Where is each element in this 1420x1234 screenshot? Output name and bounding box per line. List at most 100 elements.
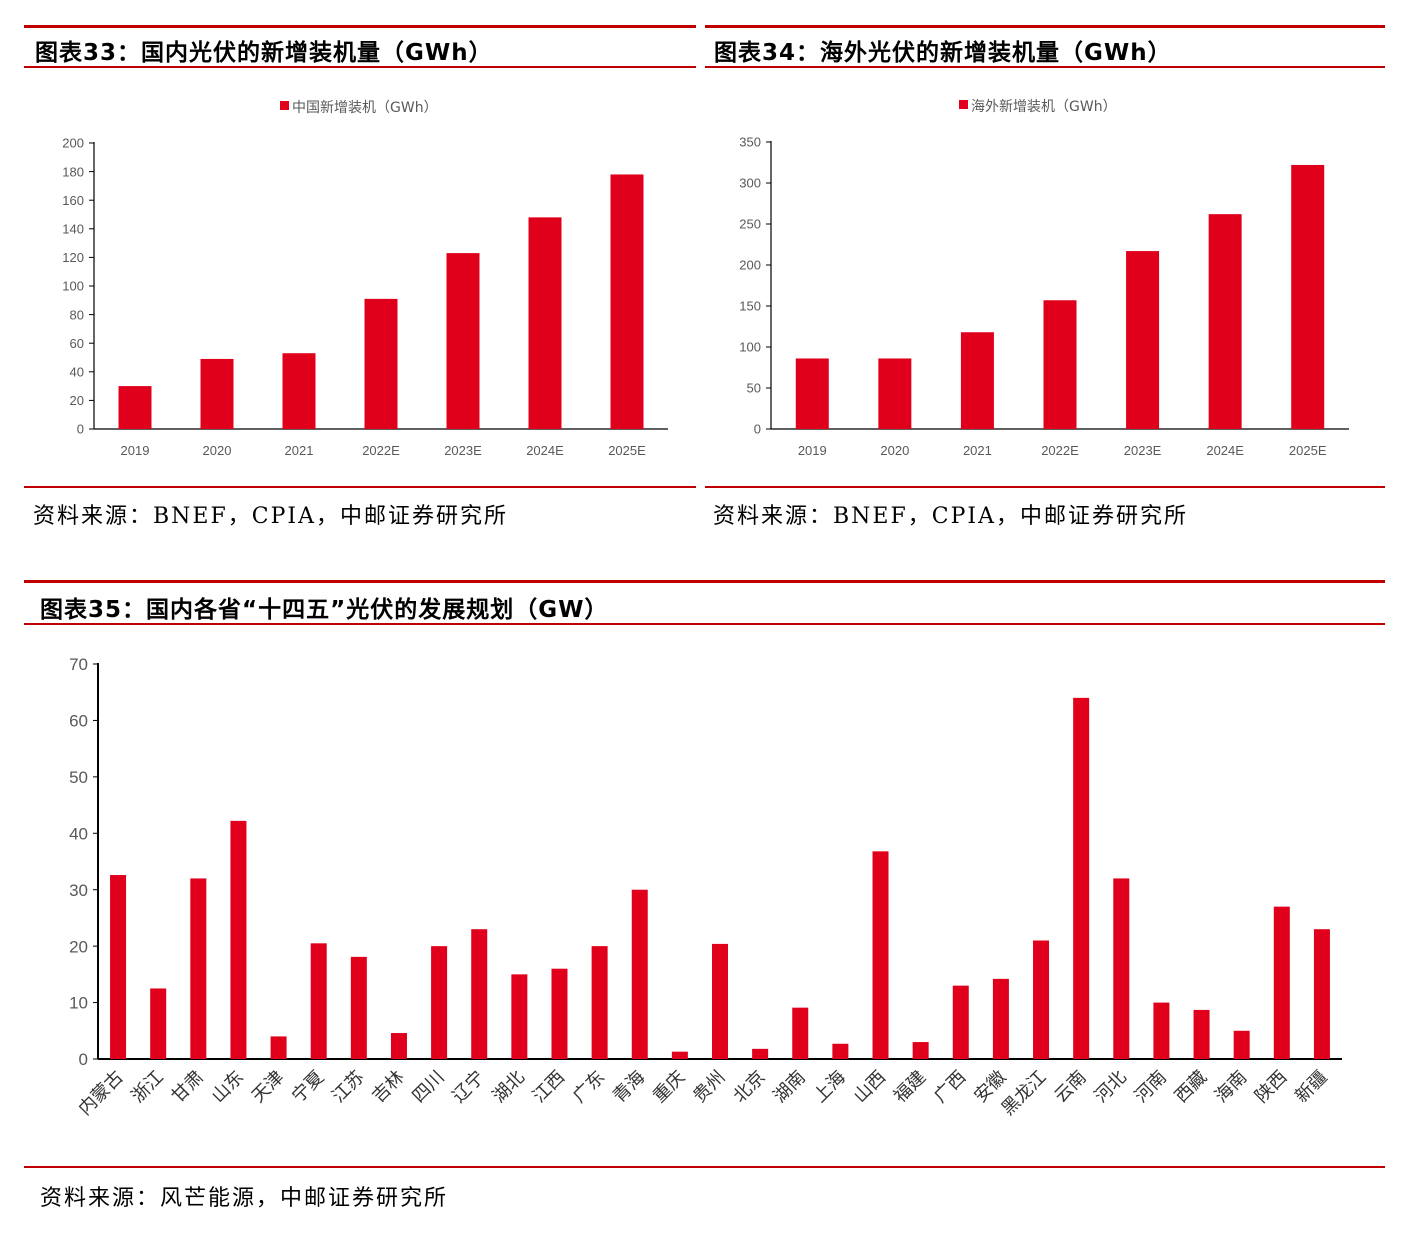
- chart35-bar: [431, 946, 448, 1059]
- chart35-category-label: 宁夏: [288, 1067, 328, 1107]
- chart35-bar: [1073, 697, 1090, 1059]
- chart35-source: 资料来源：风芒能源，中邮证券研究所: [40, 1186, 449, 1211]
- chart34-bar: [795, 358, 829, 429]
- chart34-category-label: 2020: [880, 443, 909, 458]
- title-underline-left: [24, 66, 696, 68]
- chart35-bar: [1313, 929, 1330, 1059]
- chart34-ytick-label: 150: [739, 299, 761, 314]
- chart35-ytick-label: 10: [69, 994, 88, 1013]
- chart33-bar: [118, 386, 152, 429]
- chart33-ytick-label: 200: [62, 136, 84, 151]
- chart35-bar: [631, 889, 648, 1059]
- chart35-bar: [551, 968, 568, 1059]
- chart35-category-label: 吉林: [368, 1067, 408, 1107]
- chart33-bar: [528, 217, 562, 429]
- chart35-bar: [1153, 1002, 1170, 1059]
- chart35-category-label: 甘肃: [168, 1067, 208, 1107]
- chart35-bar: [832, 1043, 849, 1059]
- chart34-category-label: 2022E: [1041, 443, 1079, 458]
- chart33-category-label: 2025E: [608, 443, 646, 458]
- chart35-ytick-label: 30: [69, 881, 88, 900]
- chart35-bar: [190, 878, 207, 1059]
- chart35-category-label: 广西: [930, 1067, 970, 1107]
- chart35-bar: [992, 978, 1009, 1059]
- chart35-top-rule: [24, 580, 1385, 583]
- chart35-bar: [1033, 940, 1050, 1059]
- chart35-bar: [752, 1048, 769, 1059]
- chart34-ytick-label: 50: [747, 381, 761, 396]
- chart35-bar: [792, 1007, 809, 1059]
- chart35-category-label: 陕西: [1251, 1067, 1291, 1107]
- chart33-category-label: 2022E: [362, 443, 400, 458]
- chart35-bar: [230, 820, 247, 1059]
- chart35-bar: [511, 974, 528, 1059]
- chart35-ytick-label: 60: [69, 712, 88, 731]
- chart33-ytick-label: 40: [70, 364, 84, 379]
- chart35-category-label: 新疆: [1291, 1067, 1331, 1107]
- chart35-bar: [712, 943, 728, 1059]
- chart33-ytick-label: 60: [70, 336, 84, 351]
- chart35-category-label: 西藏: [1171, 1067, 1211, 1107]
- chart34-ytick-label: 350: [739, 135, 761, 150]
- chart34-category-label: 2024E: [1206, 443, 1244, 458]
- chart35-bar: [270, 1036, 287, 1059]
- chart33-bar: [446, 253, 480, 429]
- title-underline-right: [705, 66, 1385, 68]
- chart34-ytick-label: 0: [754, 422, 761, 437]
- chart35-category-label: 湖北: [489, 1067, 529, 1107]
- chart35-ytick-label: 20: [69, 937, 88, 956]
- chart35-ytick-label: 40: [69, 824, 88, 843]
- chart35-bar: [1233, 1030, 1250, 1059]
- chart35-category-label: 重庆: [649, 1067, 689, 1107]
- chart34-ytick-label: 250: [739, 217, 761, 232]
- chart35-category-label: 山西: [850, 1067, 890, 1107]
- chart34-legend-swatch: [959, 100, 968, 109]
- chart35-category-label: 上海: [810, 1067, 850, 1107]
- chart35-bar: [952, 985, 969, 1059]
- chart35-category-label: 内蒙古: [75, 1067, 128, 1120]
- chart35-category-label: 湖南: [769, 1067, 809, 1107]
- chart35-category-label: 海南: [1211, 1067, 1251, 1107]
- chart35-ytick-label: 0: [79, 1050, 88, 1069]
- chart35-bar: [1193, 1009, 1210, 1059]
- chart35-title: 图表35：国内各省“十四五”光伏的发展规划（GW）: [40, 597, 609, 623]
- chart33-category-label: 2023E: [444, 443, 482, 458]
- chart35-title-underline: [24, 623, 1385, 625]
- chart33-bar: [200, 358, 234, 429]
- chart33-ytick-label: 0: [77, 422, 84, 437]
- chart35-category-label: 青海: [609, 1067, 649, 1107]
- chart35-source-rule: [24, 1166, 1385, 1168]
- chart35-category-label: 河北: [1091, 1067, 1131, 1107]
- chart35-bar: [471, 929, 488, 1059]
- chart33-ytick-label: 120: [62, 250, 84, 265]
- chart35-category-label: 贵州: [689, 1067, 729, 1107]
- top-rule-left: [24, 25, 696, 28]
- chart34-ytick-label: 200: [739, 258, 761, 273]
- chart35-category-label: 四川: [408, 1067, 448, 1107]
- chart35-category-label: 福建: [890, 1067, 930, 1107]
- chart35-category-label: 辽宁: [448, 1067, 488, 1107]
- chart33-category-label: 2024E: [526, 443, 564, 458]
- chart35-category-label: 北京: [729, 1067, 769, 1107]
- chart33-category-label: 2021: [285, 443, 314, 458]
- source-rule-right: [705, 486, 1385, 488]
- chart35-category-label: 广东: [569, 1067, 609, 1107]
- chart35-bar: [390, 1033, 407, 1059]
- chart33-ytick-label: 140: [62, 221, 84, 236]
- chart35-bar: [310, 943, 327, 1059]
- chart34-bar: [1043, 300, 1077, 429]
- chart35-ytick-label: 50: [69, 768, 88, 787]
- chart35-bar: [110, 875, 127, 1059]
- chart35-bar: [1273, 906, 1290, 1059]
- chart35-category-label: 江西: [529, 1067, 569, 1107]
- chart33-category-label: 2019: [121, 443, 150, 458]
- chart33-legend-swatch: [280, 101, 289, 110]
- chart34-title: 图表34：海外光伏的新增装机量（GWh）: [714, 40, 1172, 66]
- chart33-bar: [282, 353, 316, 429]
- chart35-bar: [671, 1051, 688, 1059]
- chart35-category-label: 河南: [1131, 1067, 1171, 1107]
- chart33-bar: [610, 174, 644, 429]
